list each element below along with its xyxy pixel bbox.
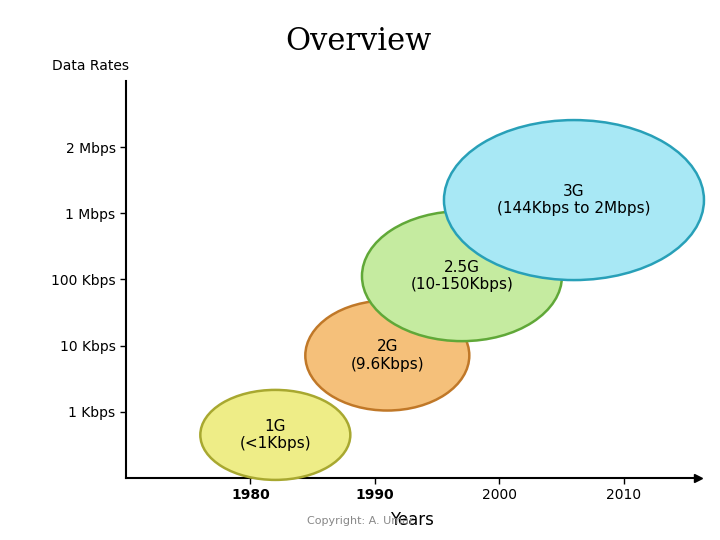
Text: 3G
(144Kbps to 2Mbps): 3G (144Kbps to 2Mbps) [498,184,651,216]
Text: 1G
(<1Kbps): 1G (<1Kbps) [240,418,311,451]
Text: Overview: Overview [285,26,431,57]
Text: 2.5G
(10-150Kbps): 2.5G (10-150Kbps) [410,260,513,292]
X-axis label: Years: Years [390,511,434,529]
Text: 2G
(9.6Kbps): 2G (9.6Kbps) [351,339,424,372]
Text: Copyright: A. Umar: Copyright: A. Umar [307,516,413,526]
Text: Data Rates: Data Rates [52,59,129,73]
